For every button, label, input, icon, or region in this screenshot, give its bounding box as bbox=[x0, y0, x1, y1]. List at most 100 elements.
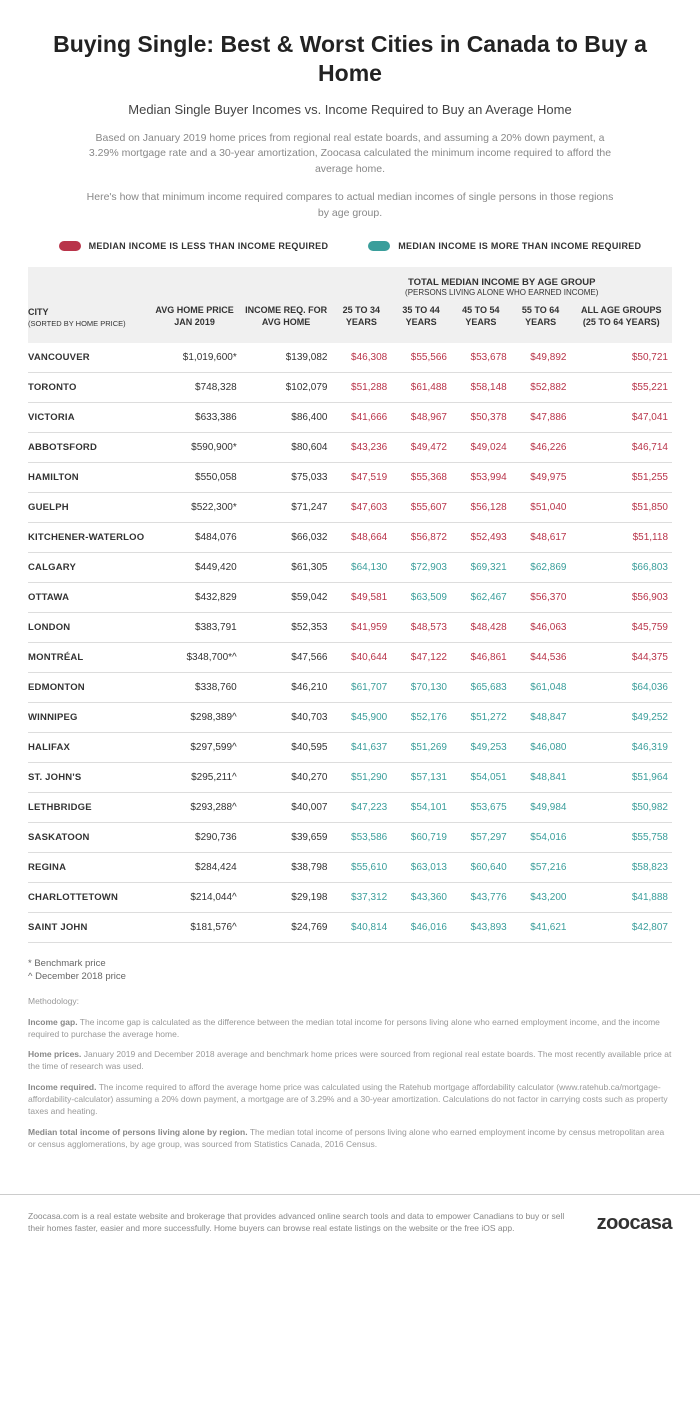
cell-income-req: $66,032 bbox=[241, 522, 332, 552]
cell-income-value: $50,378 bbox=[451, 402, 511, 432]
cell-income-value: $48,847 bbox=[511, 702, 571, 732]
cell-city: CALGARY bbox=[28, 552, 148, 582]
cell-income-value: $62,869 bbox=[511, 552, 571, 582]
table-row: TORONTO$748,328$102,079$51,288$61,488$58… bbox=[28, 372, 672, 402]
cell-city: SAINT JOHN bbox=[28, 912, 148, 942]
cell-price: $1,019,600* bbox=[148, 343, 240, 373]
col-age-25-34: 25 TO 34 YEARS bbox=[331, 299, 391, 342]
cell-income-value: $47,886 bbox=[511, 402, 571, 432]
cell-income-value: $51,118 bbox=[570, 522, 672, 552]
cell-city: MONTRÉAL bbox=[28, 642, 148, 672]
table-row: CHARLOTTETOWN$214,044^$29,198$37,312$43,… bbox=[28, 882, 672, 912]
cell-income-value: $64,036 bbox=[570, 672, 672, 702]
cell-city: LONDON bbox=[28, 612, 148, 642]
cell-income-value: $41,621 bbox=[511, 912, 571, 942]
cell-income-value: $46,308 bbox=[331, 343, 391, 373]
table-row: HAMILTON$550,058$75,033$47,519$55,368$53… bbox=[28, 462, 672, 492]
cell-income-value: $55,566 bbox=[391, 343, 451, 373]
cell-income-req: $47,566 bbox=[241, 642, 332, 672]
cell-income-value: $45,900 bbox=[331, 702, 391, 732]
cell-income-value: $52,176 bbox=[391, 702, 451, 732]
cell-price: $383,791 bbox=[148, 612, 240, 642]
cell-income-value: $54,101 bbox=[391, 792, 451, 822]
cell-income-req: $52,353 bbox=[241, 612, 332, 642]
cell-income-value: $52,882 bbox=[511, 372, 571, 402]
cell-income-value: $47,223 bbox=[331, 792, 391, 822]
cell-income-value: $62,467 bbox=[451, 582, 511, 612]
cell-price: $633,386 bbox=[148, 402, 240, 432]
cell-city: LETHBRIDGE bbox=[28, 792, 148, 822]
cell-income-req: $71,247 bbox=[241, 492, 332, 522]
cell-income-value: $41,637 bbox=[331, 732, 391, 762]
data-table: TOTAL MEDIAN INCOME BY AGE GROUP (PERSON… bbox=[28, 267, 672, 942]
cell-income-value: $48,428 bbox=[451, 612, 511, 642]
cell-income-value: $43,776 bbox=[451, 882, 511, 912]
cell-income-value: $47,603 bbox=[331, 492, 391, 522]
col-age-55-64: 55 TO 64 YEARS bbox=[511, 299, 571, 342]
cell-income-value: $47,041 bbox=[570, 402, 672, 432]
cell-price: $214,044^ bbox=[148, 882, 240, 912]
cell-income-value: $51,272 bbox=[451, 702, 511, 732]
cell-income-value: $48,573 bbox=[391, 612, 451, 642]
page-subtitle: Median Single Buyer Incomes vs. Income R… bbox=[28, 102, 672, 117]
table-row: VANCOUVER$1,019,600*$139,082$46,308$55,5… bbox=[28, 343, 672, 373]
cell-income-value: $63,013 bbox=[391, 852, 451, 882]
cell-income-req: $24,769 bbox=[241, 912, 332, 942]
cell-income-value: $66,803 bbox=[570, 552, 672, 582]
cell-income-req: $139,082 bbox=[241, 343, 332, 373]
cell-income-value: $49,984 bbox=[511, 792, 571, 822]
cell-income-value: $48,841 bbox=[511, 762, 571, 792]
legend-item-less: MEDIAN INCOME IS LESS THAN INCOME REQUIR… bbox=[59, 241, 329, 251]
methodology-p3: Income required. The income required to … bbox=[28, 1081, 672, 1118]
methodology: Methodology: Income gap. The income gap … bbox=[28, 995, 672, 1150]
cell-city: EDMONTON bbox=[28, 672, 148, 702]
cell-income-value: $61,707 bbox=[331, 672, 391, 702]
table-row: EDMONTON$338,760$46,210$61,707$70,130$65… bbox=[28, 672, 672, 702]
table-row: SAINT JOHN$181,576^$24,769$40,814$46,016… bbox=[28, 912, 672, 942]
cell-city: HAMILTON bbox=[28, 462, 148, 492]
cell-income-value: $40,814 bbox=[331, 912, 391, 942]
table-row: REGINA$284,424$38,798$55,610$63,013$60,6… bbox=[28, 852, 672, 882]
cell-income-value: $56,128 bbox=[451, 492, 511, 522]
cell-income-value: $40,644 bbox=[331, 642, 391, 672]
cell-income-value: $41,666 bbox=[331, 402, 391, 432]
data-table-wrap: TOTAL MEDIAN INCOME BY AGE GROUP (PERSON… bbox=[28, 267, 672, 942]
cell-income-req: $40,007 bbox=[241, 792, 332, 822]
footnote-caret: ^ December 2018 price bbox=[28, 970, 672, 983]
table-row: KITCHENER-WATERLOO$484,076$66,032$48,664… bbox=[28, 522, 672, 552]
cell-income-req: $38,798 bbox=[241, 852, 332, 882]
cell-income-value: $42,807 bbox=[570, 912, 672, 942]
cell-income-value: $41,888 bbox=[570, 882, 672, 912]
cell-income-value: $58,148 bbox=[451, 372, 511, 402]
cell-city: ABBOTSFORD bbox=[28, 432, 148, 462]
cell-income-value: $48,967 bbox=[391, 402, 451, 432]
cell-income-req: $29,198 bbox=[241, 882, 332, 912]
cell-income-value: $58,823 bbox=[570, 852, 672, 882]
cell-income-req: $75,033 bbox=[241, 462, 332, 492]
cell-city: ST. JOHN'S bbox=[28, 762, 148, 792]
cell-price: $449,420 bbox=[148, 552, 240, 582]
cell-income-value: $61,048 bbox=[511, 672, 571, 702]
header-group: TOTAL MEDIAN INCOME BY AGE GROUP (PERSON… bbox=[331, 267, 672, 299]
col-city: CITY (SORTED BY HOME PRICE) bbox=[28, 299, 148, 342]
cell-city: KITCHENER-WATERLOO bbox=[28, 522, 148, 552]
cell-income-value: $61,488 bbox=[391, 372, 451, 402]
cell-city: SASKATOON bbox=[28, 822, 148, 852]
cell-income-value: $53,994 bbox=[451, 462, 511, 492]
methodology-p2: Home prices. January 2019 and December 2… bbox=[28, 1048, 672, 1073]
cell-income-value: $53,675 bbox=[451, 792, 511, 822]
cell-income-value: $65,683 bbox=[451, 672, 511, 702]
cell-price: $290,736 bbox=[148, 822, 240, 852]
cell-income-value: $55,758 bbox=[570, 822, 672, 852]
cell-income-value: $55,607 bbox=[391, 492, 451, 522]
cell-income-value: $46,714 bbox=[570, 432, 672, 462]
cell-income-value: $51,269 bbox=[391, 732, 451, 762]
cell-income-req: $46,210 bbox=[241, 672, 332, 702]
cell-income-value: $64,130 bbox=[331, 552, 391, 582]
cell-price: $295,211^ bbox=[148, 762, 240, 792]
cell-city: VANCOUVER bbox=[28, 343, 148, 373]
cell-income-value: $55,221 bbox=[570, 372, 672, 402]
col-price: AVG HOME PRICE JAN 2019 bbox=[148, 299, 240, 342]
footnote-star: * Benchmark price bbox=[28, 957, 672, 970]
cell-income-req: $40,270 bbox=[241, 762, 332, 792]
